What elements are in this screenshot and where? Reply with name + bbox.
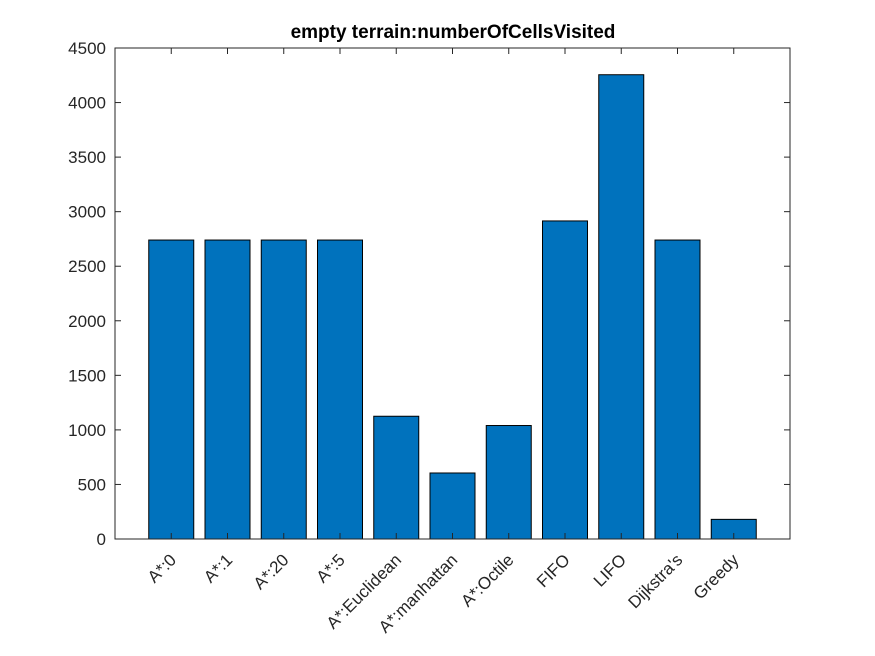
y-tick-label-4: 2000 [68, 312, 106, 331]
x-tick-label-9: Dijkstra's [625, 550, 687, 612]
chart-title: empty terrain:numberOfCellsVisited [291, 22, 616, 43]
y-tick-label-7: 3500 [68, 148, 106, 167]
x-tick-label-10: Greedy [690, 550, 743, 603]
y-axis-ticks: 0 500 1000 1500 2000 2500 3000 3500 4000 4500 [68, 39, 790, 549]
x-tick-label-8: LIFO [590, 550, 630, 590]
x-tick-label-2: A*:20 [250, 550, 293, 593]
bar-6 [485, 425, 532, 540]
bar-1 [204, 239, 251, 540]
y-tick-label-2: 1000 [68, 421, 106, 440]
bar-9 [654, 239, 701, 540]
bar-3 [317, 239, 363, 540]
bar-8 [598, 74, 645, 540]
bar-0 [148, 239, 195, 540]
bar-7 [542, 220, 588, 540]
bar-5 [429, 472, 476, 540]
bar-4 [373, 415, 420, 540]
x-tick-label-3: A*:5 [313, 550, 349, 586]
y-tick-label-1: 500 [78, 475, 106, 494]
bars [148, 74, 757, 540]
y-tick-label-0: 0 [97, 530, 106, 549]
y-tick-label-3: 1500 [68, 366, 106, 385]
x-tick-label-7: FIFO [533, 550, 574, 591]
y-tick-label-6: 3000 [68, 203, 106, 222]
x-tick-label-0: A*:0 [144, 550, 180, 586]
y-tick-label-8: 4000 [68, 94, 106, 113]
bar-2 [260, 239, 307, 540]
y-tick-label-9: 4500 [68, 39, 106, 58]
y-tick-label-5: 2500 [68, 257, 106, 276]
x-tick-label-6: A*:Octile [457, 550, 517, 610]
x-tick-label-1: A*:1 [200, 550, 236, 586]
